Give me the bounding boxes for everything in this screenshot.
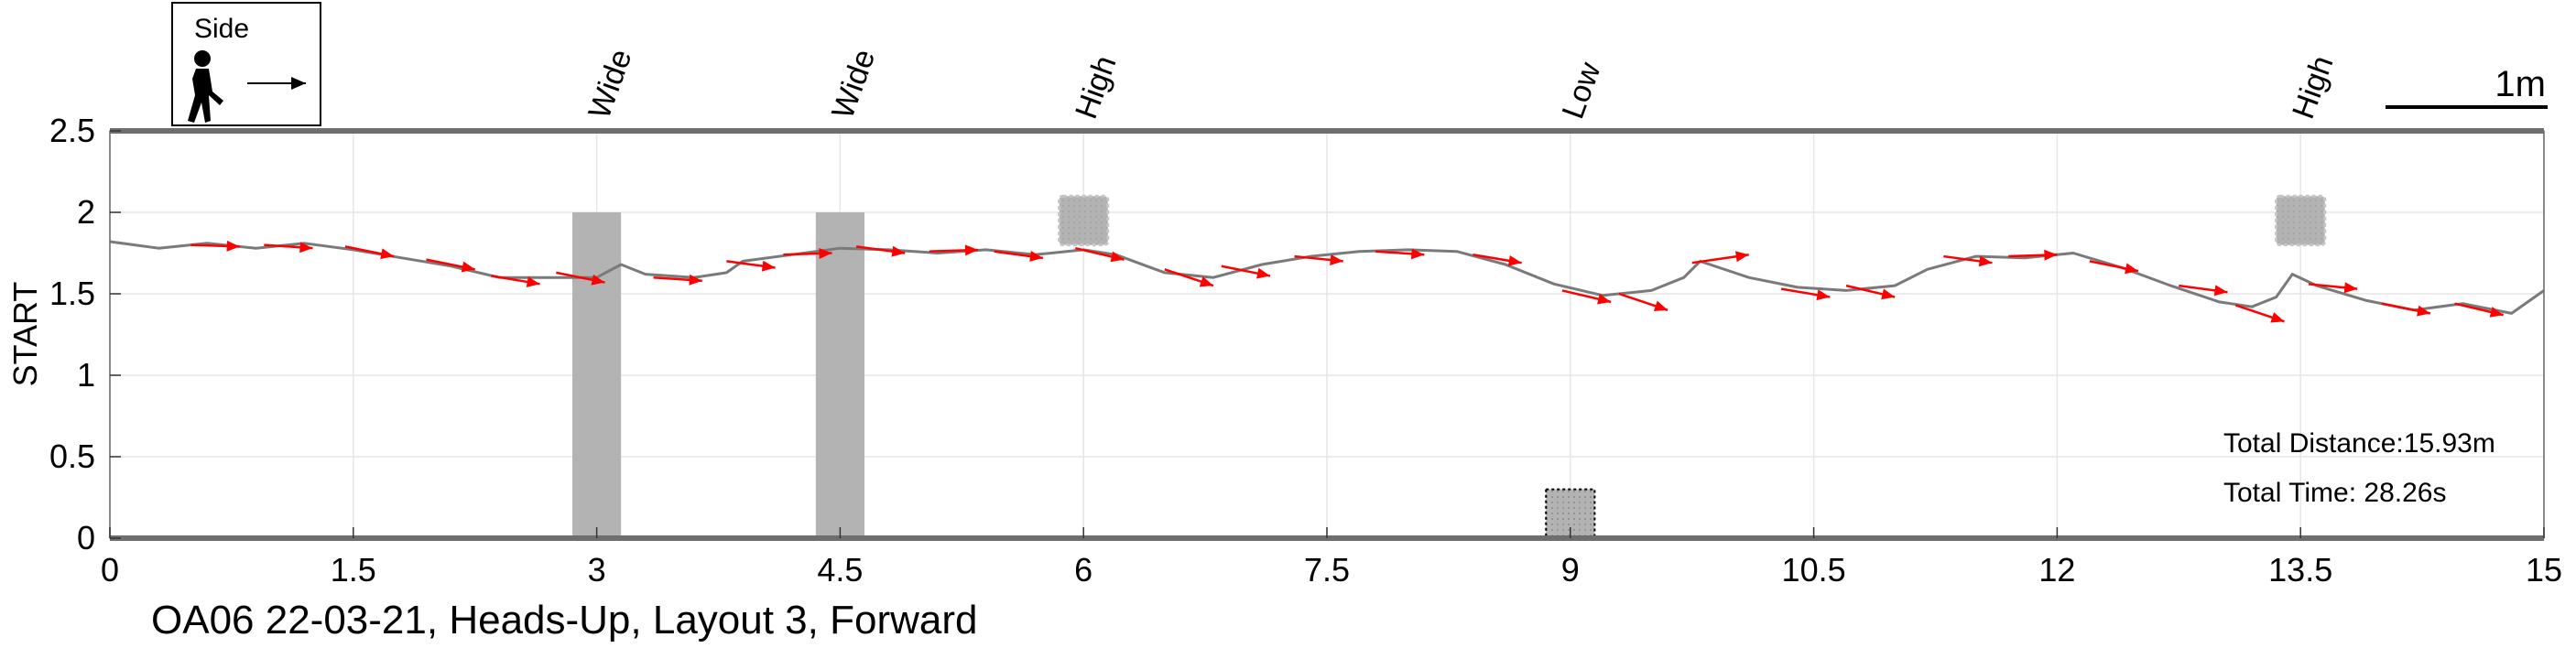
obstacle-4: [1545, 488, 1596, 539]
right-arrow-icon: [247, 77, 306, 90]
obstacles: [572, 194, 2327, 539]
x-tick-label-2: 3: [588, 551, 606, 589]
x-tick-label-4: 6: [1074, 551, 1092, 589]
y-axis-label: START: [6, 282, 44, 387]
x-tick-labels: 0 1.5 3 4.5 6 7.5 9 10.5 12 13.5 15: [101, 527, 2562, 589]
direction-arrow-15: [1221, 265, 1271, 279]
x-tick-label-10: 15: [2526, 551, 2562, 589]
obstacle-label-2: Wide: [825, 45, 882, 124]
obstacle-2: [815, 212, 864, 538]
walking-person-icon: [188, 50, 223, 123]
direction-arrow-29: [2308, 282, 2358, 294]
y-tick-label-4: 2: [77, 193, 95, 231]
chart-caption: OA06 22-03-21, Heads-Up, Layout 3, Forwa…: [151, 598, 977, 643]
direction-arrow-3: [344, 245, 395, 260]
obstacle-label-3: High: [1069, 51, 1124, 124]
obstacle-5: [2275, 194, 2327, 247]
direction-arrow-1: [190, 240, 240, 252]
direction-arrow-2: [264, 242, 313, 254]
direction-arrow-5: [491, 275, 540, 287]
obstacle-label-1: Wide: [582, 45, 638, 124]
legend-label: Side: [194, 14, 249, 44]
y-tick-label-0: 0: [77, 519, 95, 556]
x-tick-label-8: 12: [2038, 551, 2075, 589]
legend: Side: [171, 2, 321, 126]
direction-arrow-30: [2381, 302, 2431, 317]
direction-arrow-31: [2454, 302, 2504, 318]
direction-arrow-26: [2089, 260, 2139, 275]
scale-bar-label: 1m: [2494, 64, 2546, 104]
total-distance: Total Distance:15.93m: [2223, 428, 2495, 459]
y-tick-labels: 0 0.5 1 1.5 2 2.5: [49, 112, 121, 556]
obstacle-1: [572, 212, 622, 538]
direction-arrow-17: [1375, 248, 1425, 260]
y-tick-label-2: 1: [77, 356, 95, 394]
direction-arrow-18: [1473, 254, 1522, 266]
direction-arrow-16: [1294, 254, 1343, 265]
x-tick-label-6: 9: [1561, 551, 1580, 589]
x-tick-label-1: 1.5: [331, 551, 376, 589]
direction-arrow-13: [1075, 246, 1125, 263]
direction-arrow-14: [1164, 268, 1214, 287]
scale-bar: 1m: [2386, 64, 2548, 109]
obstacle-label-4: Low: [1556, 58, 1608, 124]
x-tick-label-3: 4.5: [817, 551, 863, 589]
direction-arrow-8: [726, 260, 776, 272]
direction-arrow-19: [1561, 289, 1612, 305]
direction-arrow-4: [426, 258, 475, 273]
direction-arrow-24: [1943, 254, 1993, 267]
x-tick-label-0: 0: [101, 551, 119, 589]
total-time: Total Time: 28.26s: [2223, 478, 2446, 508]
obstacle-label-5: High: [2286, 51, 2341, 124]
direction-arrows: [190, 240, 2504, 323]
direction-arrow-12: [994, 250, 1044, 262]
direction-arrow-25: [2008, 249, 2058, 261]
x-tick-label-9: 13.5: [2268, 551, 2332, 589]
y-tick-label-5: 2.5: [49, 112, 95, 149]
x-tick-label-7: 10.5: [1782, 551, 1846, 589]
direction-arrow-6: [556, 271, 605, 286]
direction-arrow-27: [2179, 284, 2228, 297]
direction-arrow-21: [1691, 251, 1749, 265]
direction-arrow-20: [1618, 292, 1668, 312]
x-tick-label-5: 7.5: [1304, 551, 1350, 589]
y-tick-label-1: 0.5: [49, 437, 95, 475]
obstacle-labels: Wide Wide High Low High: [582, 45, 2340, 124]
direction-arrow-7: [653, 274, 702, 286]
walking-path: [109, 240, 2545, 315]
obstacle-3: [1058, 194, 1110, 247]
direction-arrow-9: [783, 247, 832, 259]
y-tick-label-3: 1.5: [49, 275, 95, 312]
trajectory-line: [109, 240, 2545, 315]
direction-arrow-22: [1780, 287, 1831, 301]
direction-arrow-28: [2234, 304, 2285, 323]
direction-arrow-23: [1845, 284, 1896, 300]
direction-arrow-11: [929, 244, 979, 256]
direction-arrow-10: [855, 245, 906, 257]
